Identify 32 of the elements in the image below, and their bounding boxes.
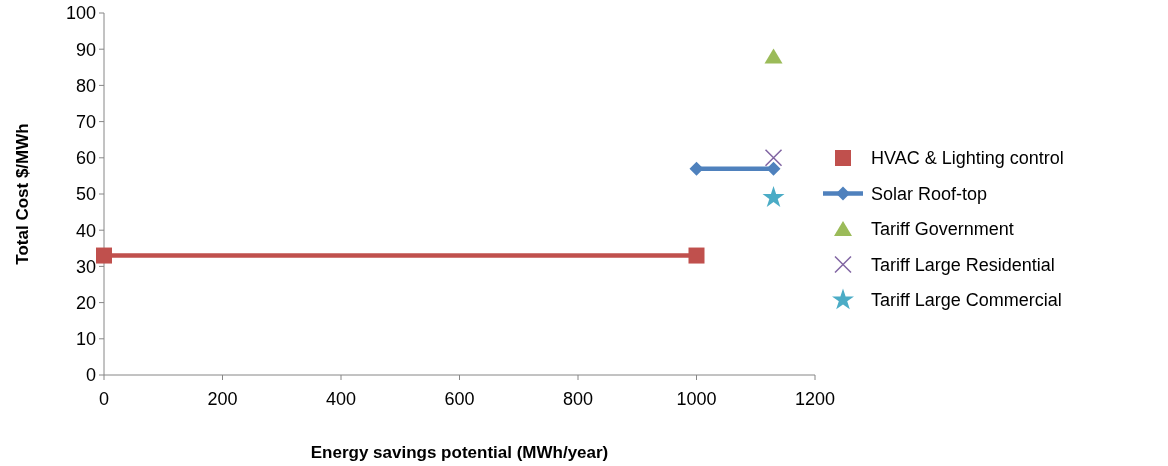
y-tick-label: 100 xyxy=(65,3,96,24)
y-tick-label: 70 xyxy=(75,111,96,132)
x-tick-label: 200 xyxy=(207,389,238,409)
y-axis-title: Total Cost $/MWh xyxy=(13,123,32,265)
y-tick-label: 50 xyxy=(75,184,96,205)
legend-label: HVAC & Lighting control xyxy=(871,148,1064,169)
y-tick-label: 30 xyxy=(75,256,96,277)
x-tick-label: 0 xyxy=(98,389,110,409)
legend-label: Tariff Large Commercial xyxy=(871,290,1062,311)
point xyxy=(764,149,783,167)
x-tick-label: 1000 xyxy=(676,389,717,409)
y-tick-label: 20 xyxy=(75,292,96,313)
y-tick-label: 80 xyxy=(75,75,96,96)
y-tick-label: 0 xyxy=(85,365,96,386)
legend-label: Solar Roof-top xyxy=(871,183,988,204)
point xyxy=(688,247,705,264)
y-tick-label: 10 xyxy=(75,329,96,350)
y-tick-label: 60 xyxy=(75,148,96,169)
point xyxy=(96,247,112,264)
x-tick-label: 1200 xyxy=(794,389,836,409)
x-axis-title: Energy savings potential (MWh/year) xyxy=(310,443,609,462)
x-tick-label: 800 xyxy=(562,389,594,409)
x-tick-label: 600 xyxy=(444,389,475,409)
y-tick-label: 90 xyxy=(75,39,96,60)
point xyxy=(689,161,704,176)
y-tick-label: 40 xyxy=(75,220,96,241)
point xyxy=(762,186,785,207)
point xyxy=(764,48,783,64)
legend-label: Tariff Government xyxy=(871,219,1014,240)
x-tick-label: 400 xyxy=(325,389,357,409)
point xyxy=(766,161,781,176)
legend-label: Tariff Large Residential xyxy=(871,254,1055,275)
